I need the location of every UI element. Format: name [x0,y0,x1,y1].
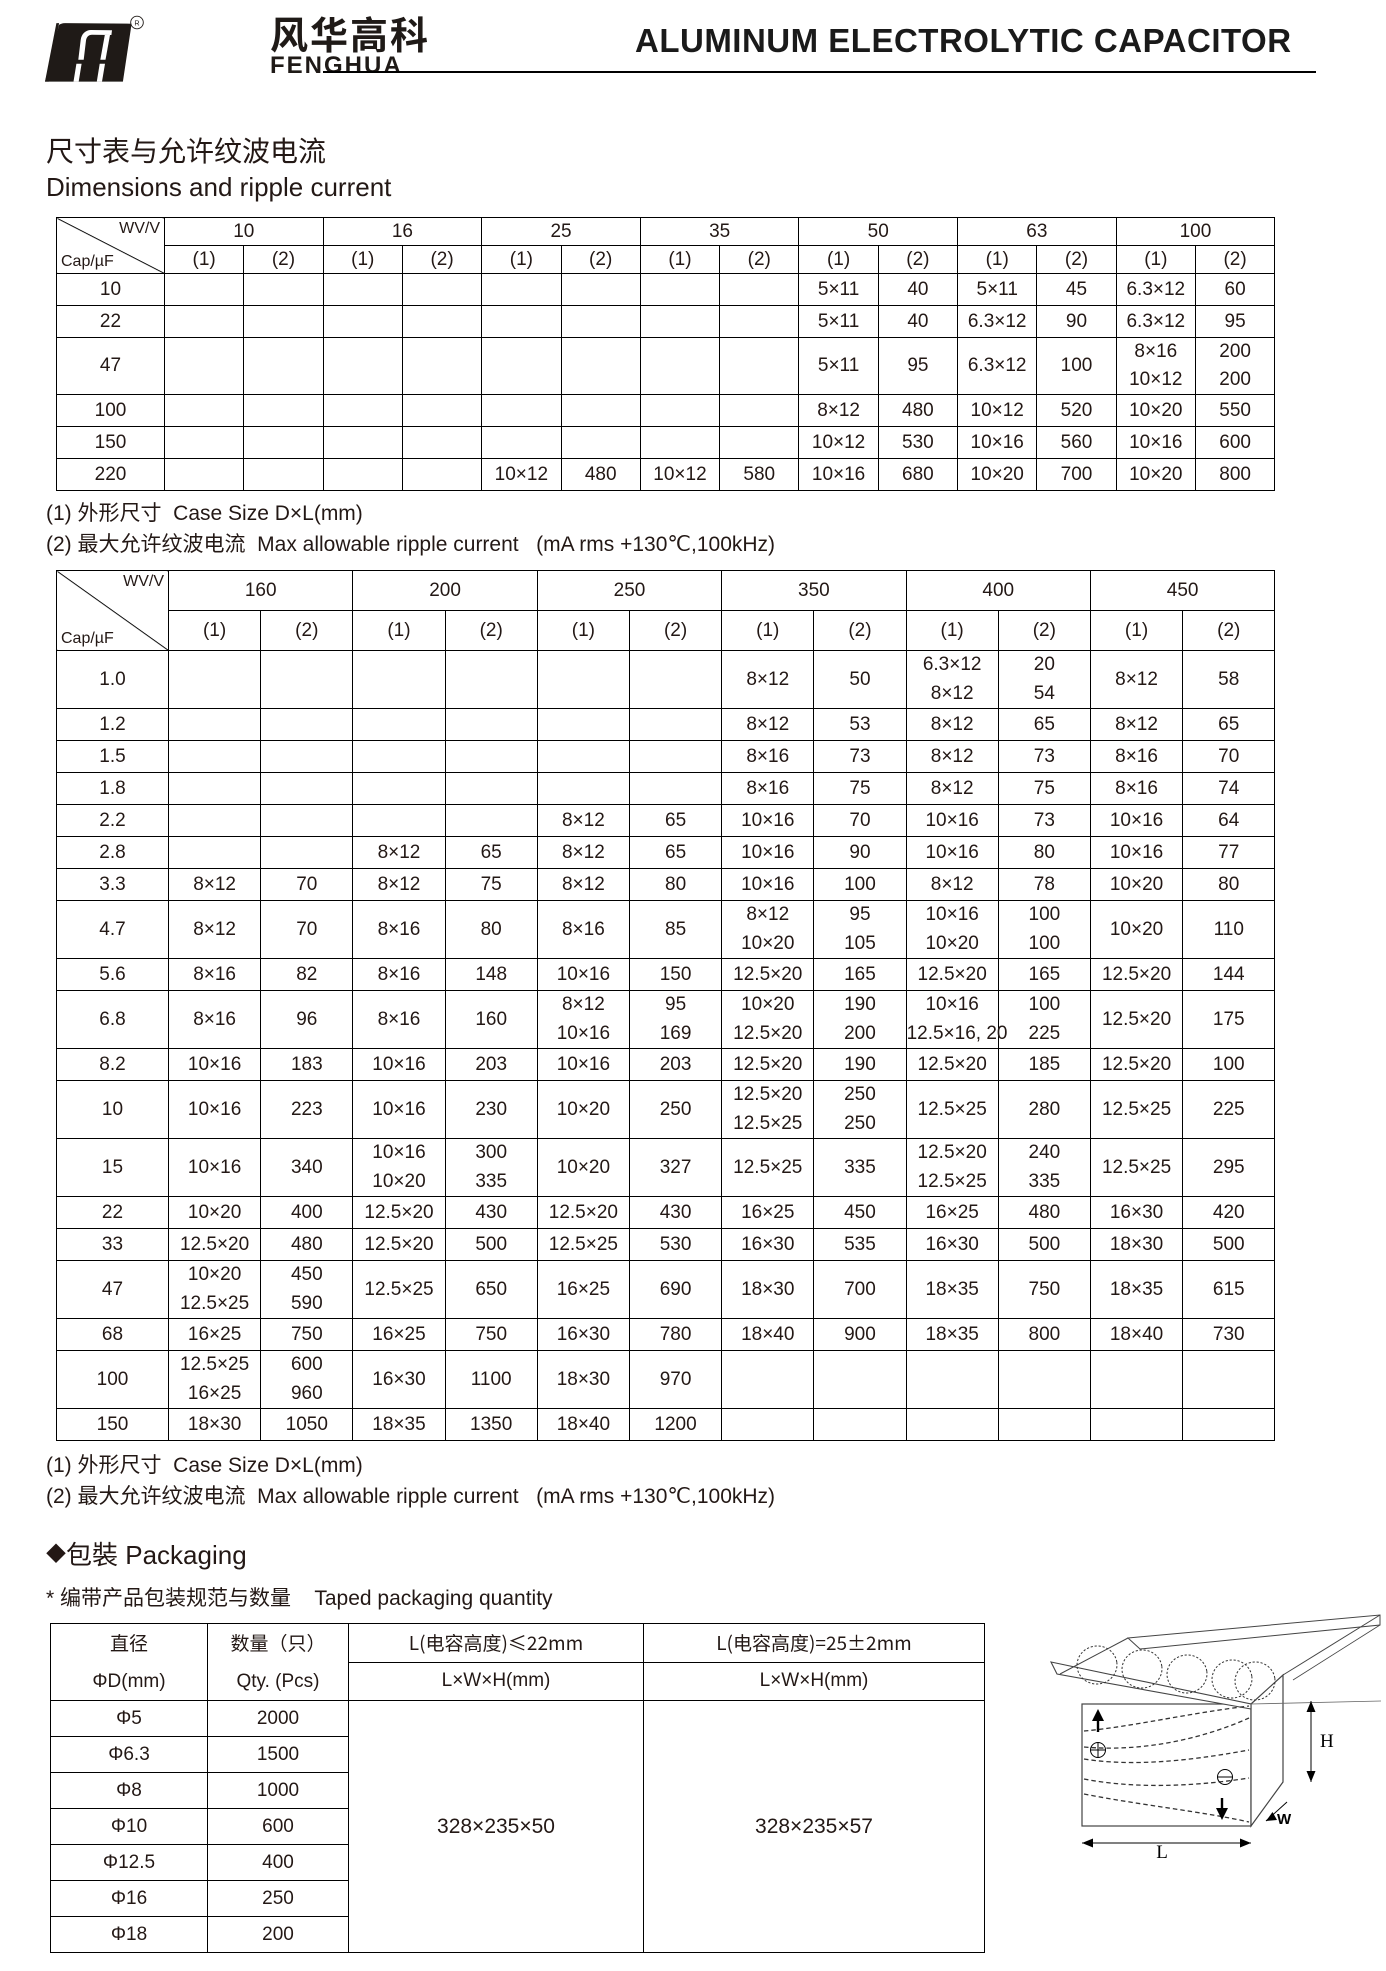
svg-text:R: R [134,18,139,27]
svg-text:H: H [1320,1731,1334,1752]
svg-text:W: W [1277,1811,1292,1828]
svg-text:L: L [1156,1842,1168,1863]
